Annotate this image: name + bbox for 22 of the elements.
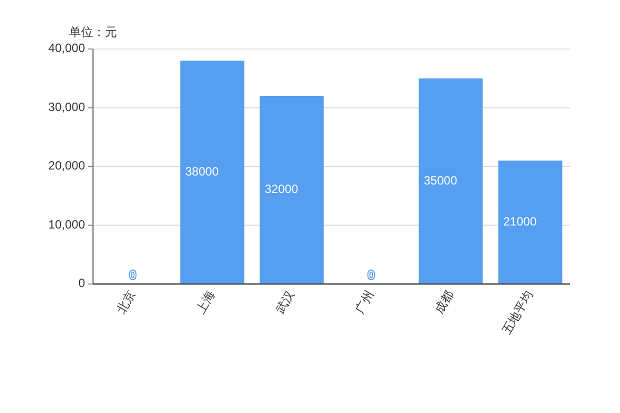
data-label: 21000 [503,214,537,228]
data-label: 0 [368,268,375,282]
data-label: 35000 [424,173,458,188]
bar [498,160,562,284]
y-tick-label: 10,000 [48,217,86,232]
x-tick-label: 广州 [352,288,377,316]
x-tick-label: 成都 [432,288,456,316]
y-tick-label: 20,000 [48,158,86,173]
data-label: 38000 [185,164,219,179]
bar [260,96,324,284]
y-tick-label: 0 [78,276,86,290]
y-axis-title: 单位：元 [69,25,117,39]
y-tick-label: 30,000 [48,100,86,114]
x-tick-label: 北京 [114,288,138,316]
y-tick-label: 40,000 [48,41,86,56]
data-label: 0 [129,268,136,282]
bar [180,60,244,284]
bar [418,78,483,284]
x-tick-label: 武汉 [272,288,298,316]
x-tick-label: 五地平均 [499,288,536,337]
data-label: 32000 [264,182,298,196]
x-tick-label: 上海 [193,288,218,316]
